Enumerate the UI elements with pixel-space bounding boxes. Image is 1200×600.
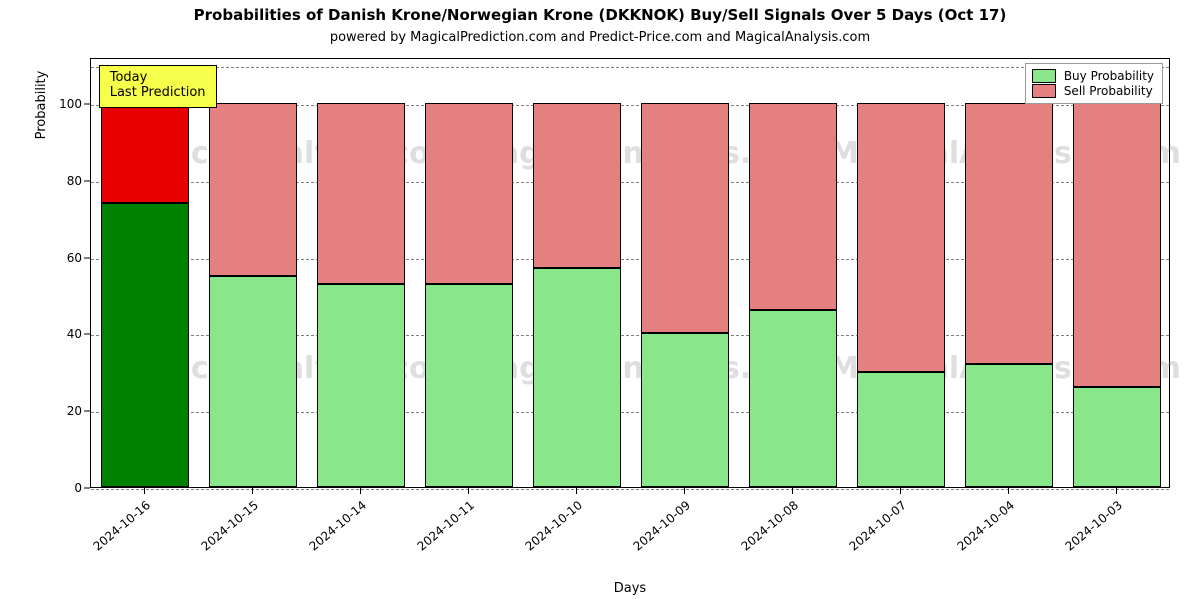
buy-bar <box>641 333 730 487</box>
x-tick-label: 2024-10-04 <box>916 498 1017 586</box>
x-tick-mark <box>468 488 469 494</box>
x-tick-mark <box>1008 488 1009 494</box>
bar-group <box>209 57 298 487</box>
x-tick-mark <box>576 488 577 494</box>
sell-bar <box>209 103 298 276</box>
legend-item: Buy Probability <box>1032 69 1154 83</box>
y-tick-label: 60 <box>42 251 82 265</box>
x-tick-mark <box>684 488 685 494</box>
chart-container: Probabilities of Danish Krone/Norwegian … <box>0 0 1200 600</box>
callout-line-1: Today <box>110 70 206 86</box>
x-tick-label: 2024-10-09 <box>592 498 693 586</box>
buy-bar <box>317 284 406 487</box>
bar-group <box>533 57 622 487</box>
bar-group <box>101 57 190 487</box>
sell-bar <box>533 103 622 268</box>
chart-subtitle: powered by MagicalPrediction.com and Pre… <box>0 30 1200 45</box>
x-tick-mark <box>900 488 901 494</box>
sell-bar <box>1073 103 1162 387</box>
buy-bar <box>1073 387 1162 487</box>
y-axis-label: Probability <box>34 0 54 320</box>
plot-area: MagicalAnalysis.comMagicalAnalysis.comMa… <box>90 58 1170 488</box>
buy-bar <box>749 310 838 487</box>
bar-group <box>965 57 1054 487</box>
y-tick-label: 0 <box>42 481 82 495</box>
x-tick-label: 2024-10-16 <box>52 498 153 586</box>
chart-title: Probabilities of Danish Krone/Norwegian … <box>0 6 1200 24</box>
x-tick-mark <box>360 488 361 494</box>
legend: Buy ProbabilitySell Probability <box>1025 63 1163 104</box>
x-tick-label: 2024-10-11 <box>376 498 477 586</box>
legend-swatch <box>1032 69 1056 83</box>
buy-bar <box>965 364 1054 487</box>
x-tick-label: 2024-10-08 <box>700 498 801 586</box>
buy-bar <box>857 372 946 487</box>
bar-group <box>641 57 730 487</box>
x-tick-mark <box>144 488 145 494</box>
y-tick-label: 100 <box>42 97 82 111</box>
x-tick-label: 2024-10-03 <box>1024 498 1125 586</box>
x-tick-mark <box>1116 488 1117 494</box>
bar-group <box>317 57 406 487</box>
x-tick-label: 2024-10-07 <box>808 498 909 586</box>
x-axis-label: Days <box>90 581 1170 596</box>
today-callout: Today Last Prediction <box>99 65 217 108</box>
x-tick-mark <box>792 488 793 494</box>
sell-bar <box>317 103 406 283</box>
y-tick-label: 40 <box>42 327 82 341</box>
x-tick-label: 2024-10-14 <box>268 498 369 586</box>
legend-label: Sell Probability <box>1064 84 1153 98</box>
legend-swatch <box>1032 84 1056 98</box>
sell-bar <box>965 103 1054 364</box>
bar-group <box>425 57 514 487</box>
legend-item: Sell Probability <box>1032 84 1154 98</box>
buy-bar <box>533 268 622 487</box>
buy-bar <box>101 203 190 487</box>
buy-bar <box>425 284 514 487</box>
sell-bar <box>749 103 838 310</box>
buy-bar <box>209 276 298 487</box>
bar-group <box>1073 57 1162 487</box>
sell-bar <box>641 103 730 333</box>
sell-bar <box>101 103 190 203</box>
bar-group <box>749 57 838 487</box>
sell-bar <box>425 103 514 283</box>
legend-label: Buy Probability <box>1064 69 1154 83</box>
x-tick-mark <box>252 488 253 494</box>
sell-bar <box>857 103 946 372</box>
x-tick-label: 2024-10-10 <box>484 498 585 586</box>
y-tick-label: 20 <box>42 404 82 418</box>
x-tick-label: 2024-10-15 <box>160 498 261 586</box>
y-tick-label: 80 <box>42 174 82 188</box>
callout-line-2: Last Prediction <box>110 85 206 101</box>
bar-group <box>857 57 946 487</box>
